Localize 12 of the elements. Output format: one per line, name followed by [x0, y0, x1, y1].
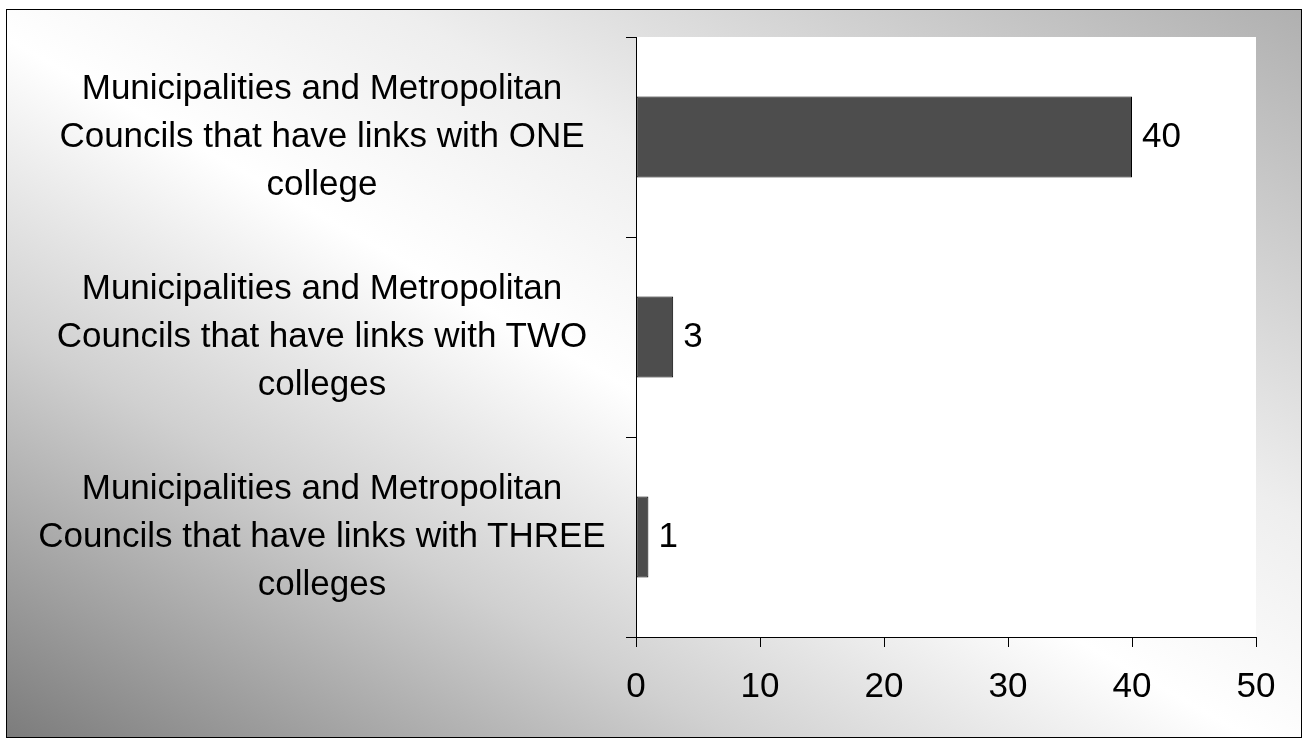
x-tick-label: 50 [1236, 664, 1276, 704]
x-tick-label: 20 [864, 664, 904, 704]
data-label: 40 [1142, 114, 1181, 154]
x-tick-label: 0 [626, 664, 646, 704]
x-tick-label: 40 [1112, 664, 1152, 704]
x-tick-label: 30 [988, 664, 1028, 704]
y-tick-label: Municipalities and Metropolitan Councils that have links with TWO colleges [56, 266, 588, 402]
data-label: 3 [683, 314, 703, 354]
y-tick-label: Municipalities and Metropolitan Councils that have links with THREE colleges [38, 466, 606, 602]
y-tick-label: Municipalities and Metropolitan Councils that have links with ONE college [59, 66, 585, 202]
data-label: 1 [658, 514, 678, 554]
x-tick-label: 10 [740, 664, 780, 704]
